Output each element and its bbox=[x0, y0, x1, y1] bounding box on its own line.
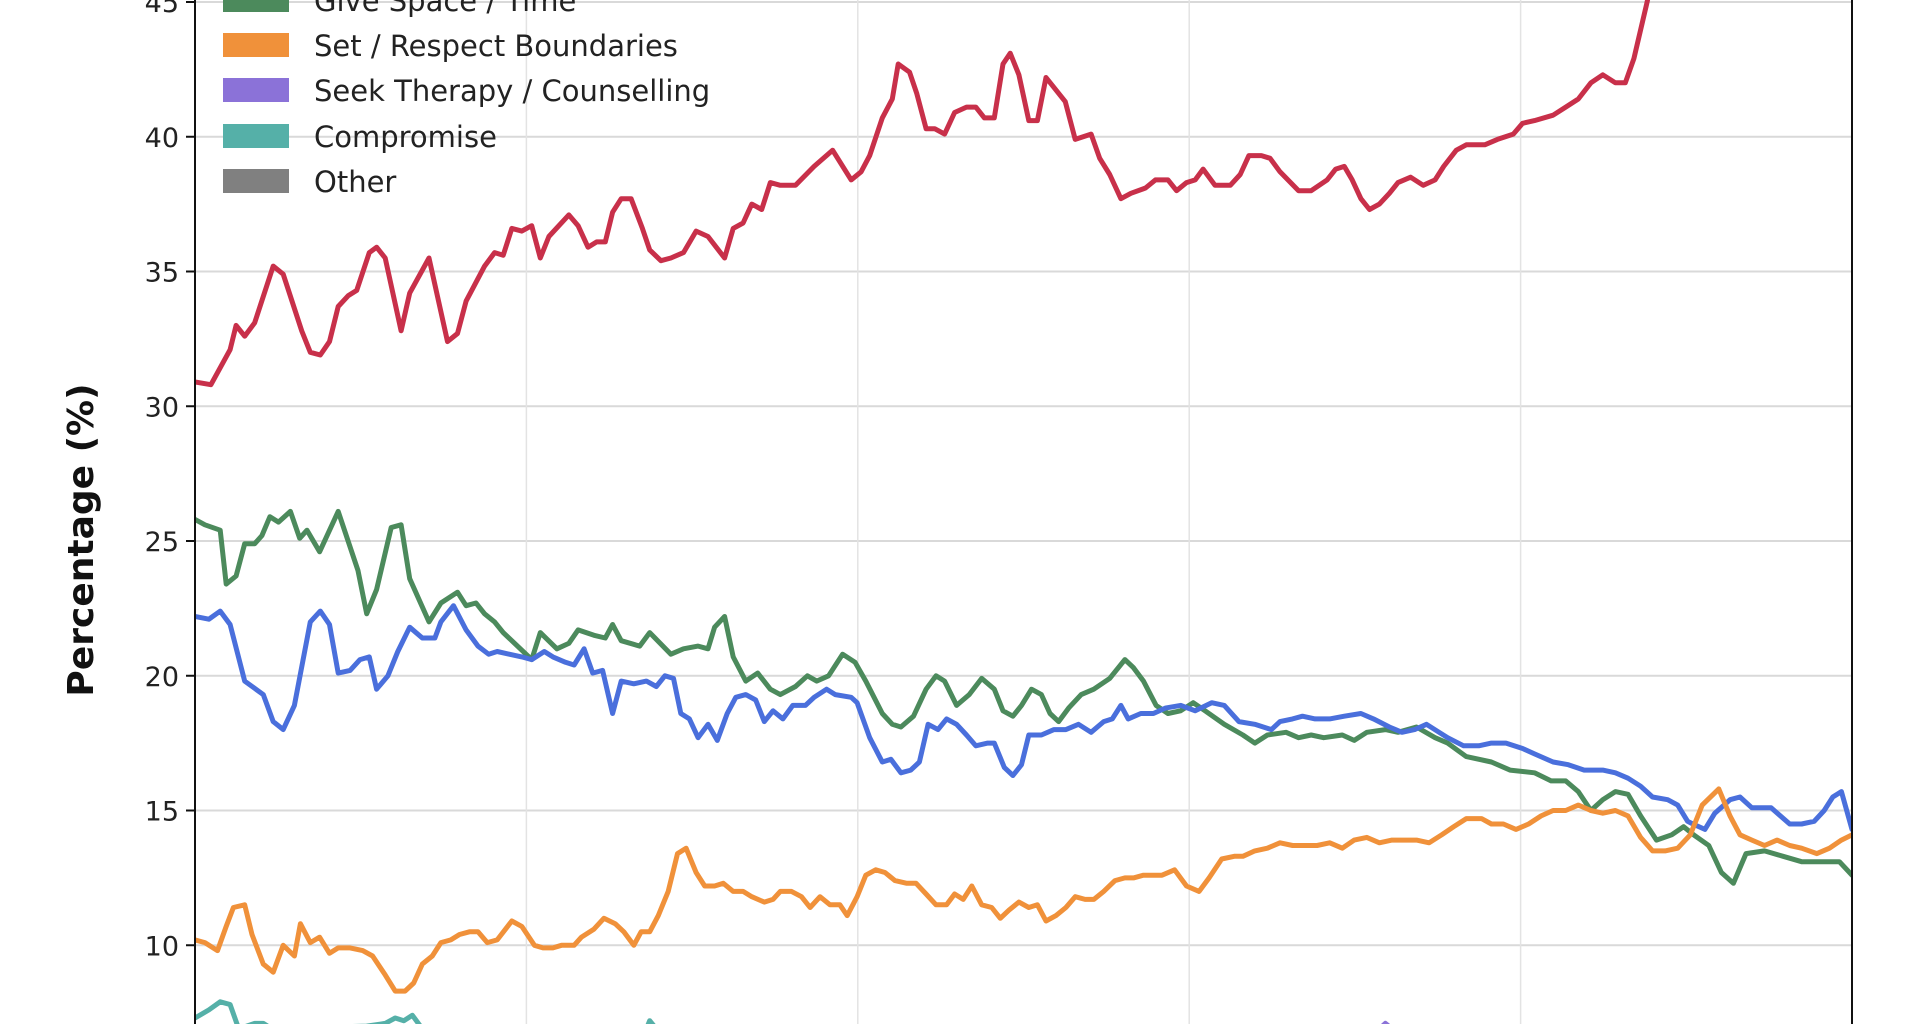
y-tick-label: 10 bbox=[145, 931, 179, 962]
legend-swatch bbox=[223, 0, 289, 12]
series-lines bbox=[195, 0, 1852, 1024]
series-line-1 bbox=[195, 508, 1852, 886]
y-axis-ticks: 10 15 20 25 30 35 40 45 bbox=[145, 0, 195, 962]
y-tick-label: 35 bbox=[145, 258, 179, 289]
legend-swatch bbox=[223, 78, 289, 102]
series-line-4 bbox=[1380, 1020, 1391, 1024]
y-tick-label: 45 bbox=[145, 0, 179, 19]
legend-swatch bbox=[223, 124, 289, 148]
legend-item-label: Seek Therapy / Counselling bbox=[314, 74, 710, 108]
y-tick-label: 30 bbox=[145, 392, 179, 423]
legend-swatch bbox=[223, 33, 289, 57]
legend: Give Space / Time Set / Respect Boundarie… bbox=[223, 0, 710, 199]
legend-item-label: Give Space / Time bbox=[314, 0, 576, 18]
y-tick-label: 20 bbox=[145, 662, 179, 693]
y-tick-label: 15 bbox=[145, 797, 179, 828]
legend-item-label: Set / Respect Boundaries bbox=[314, 29, 678, 63]
y-tick-label: 25 bbox=[145, 527, 179, 558]
series-line-2 bbox=[195, 603, 1852, 832]
series-line-3 bbox=[195, 786, 1852, 994]
series-line-5 bbox=[195, 999, 656, 1024]
y-axis-label: Percentage (%) bbox=[61, 383, 102, 696]
legend-item-label: Other bbox=[314, 165, 396, 199]
legend-swatch bbox=[223, 169, 289, 193]
series-line-0 bbox=[195, 0, 1651, 388]
y-tick-label: 40 bbox=[145, 123, 179, 154]
legend-item-label: Compromise bbox=[314, 120, 497, 154]
gridlines bbox=[195, 0, 1852, 1024]
